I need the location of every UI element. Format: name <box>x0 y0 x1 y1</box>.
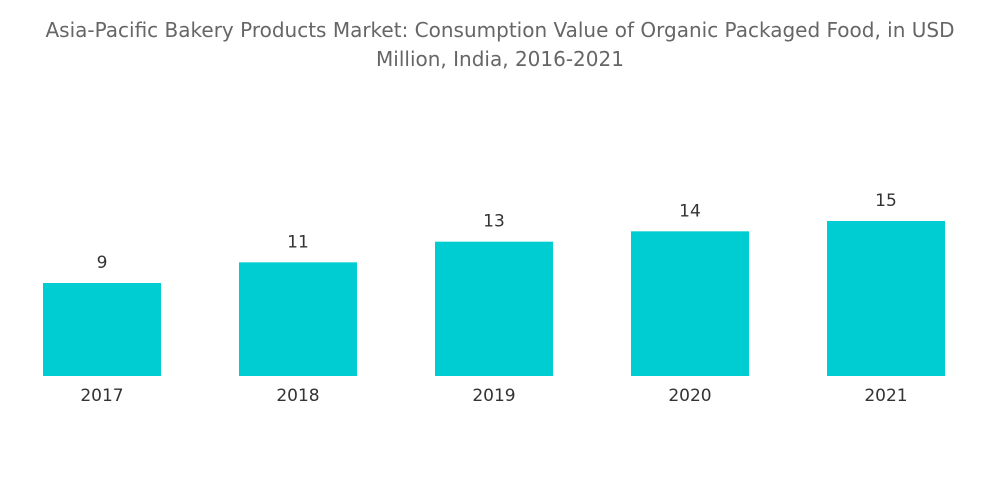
bar <box>435 241 553 376</box>
x-tick-label: 2020 <box>668 386 711 406</box>
x-tick-label: 2017 <box>80 386 123 406</box>
x-tick-label: 2018 <box>276 386 319 406</box>
value-label: 9 <box>97 253 108 273</box>
bar <box>43 283 161 376</box>
bar <box>827 221 945 376</box>
bar <box>631 231 749 376</box>
value-label: 11 <box>287 232 309 252</box>
x-tick-label: 2021 <box>864 386 907 406</box>
x-tick-label: 2019 <box>472 386 515 406</box>
bar <box>239 262 357 376</box>
chart-title: Asia-Pacific Bakery Products Market: Con… <box>45 18 955 71</box>
value-label: 14 <box>679 201 701 221</box>
value-label: 13 <box>483 212 505 232</box>
value-label: 15 <box>875 191 897 211</box>
